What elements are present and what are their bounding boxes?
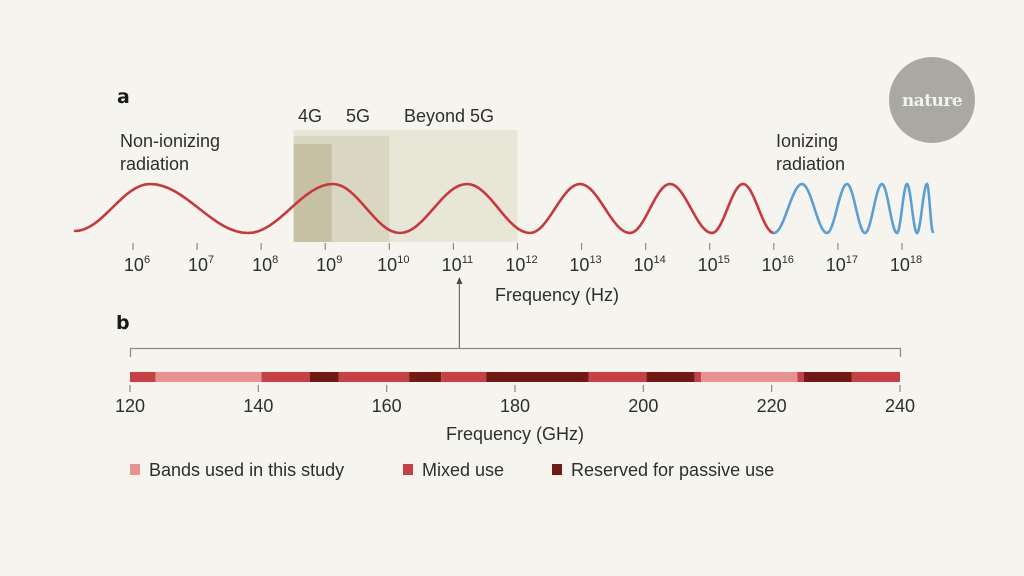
bar-segment-passive: [803, 372, 852, 382]
bar-segment-passive: [409, 372, 442, 382]
network-bands: [293, 130, 518, 242]
legend-swatch: [130, 464, 140, 475]
bar-segment-passive: [646, 372, 695, 382]
ghz-axis-title: Frequency (GHz): [446, 424, 584, 444]
ghz-tick-label: 200: [628, 396, 658, 416]
ghz-tick-label: 180: [500, 396, 530, 416]
ionizing-line2: radiation: [776, 154, 845, 174]
ionizing-line1: Ionizing: [776, 131, 838, 151]
arrowhead-icon: [456, 277, 463, 284]
logo-text: nature: [902, 91, 963, 111]
band-4g: [293, 144, 332, 242]
bar-segment-mixed: [441, 372, 487, 382]
non-ionizing-line1: Non-ionizing: [120, 131, 220, 151]
ghz-tick-label: 240: [885, 396, 915, 416]
ghz-tick-label: 140: [243, 396, 273, 416]
legend-swatch: [403, 464, 413, 475]
panel-b: b 120 140 160 180 200 220 240 Frequency (GHz) …: [115, 312, 915, 480]
hz-tick-label: 1018: [890, 254, 922, 275]
bar-segment-passive: [309, 372, 339, 382]
hz-tick-label: 1011: [442, 254, 473, 275]
non-ionizing-label: Non-ionizing radiation: [120, 131, 225, 174]
bar-segment-mixed: [130, 372, 156, 382]
logo-circle: [889, 57, 975, 143]
bar-segment-mixed: [851, 372, 900, 382]
hz-tick-label: 107: [188, 254, 214, 275]
hz-tick-label: 1010: [377, 254, 409, 275]
hz-tick-label: 108: [252, 254, 278, 275]
ionizing-wave: [772, 182, 935, 235]
bracket: [129, 347, 902, 357]
ghz-tick-label: 160: [372, 396, 402, 416]
band-label-beyond-5g: Beyond 5G: [404, 106, 494, 126]
ghz-tick-label: 220: [757, 396, 787, 416]
hz-tick-label: 1013: [569, 254, 601, 275]
zoom-connector: [129, 277, 902, 357]
hz-tick-label: 109: [316, 254, 342, 275]
hz-tick-label: 1017: [826, 254, 858, 275]
hz-axis-title: Frequency (Hz): [495, 285, 619, 305]
frequency-allocation-bar: [130, 372, 900, 382]
hz-tick-label: 106: [124, 254, 150, 275]
band-label-5g: 5G: [346, 106, 370, 126]
panel-a-letter: a: [117, 86, 130, 108]
hz-tick-label: 1012: [505, 254, 537, 275]
legend: Bands used in this study Mixed use Reserve…: [130, 460, 774, 480]
panel-a: a 4G 5G Beyond 5G Non-ionizing radiation I…: [73, 86, 935, 357]
band-label-4g: 4G: [298, 106, 322, 126]
bar-segment-mixed: [261, 372, 310, 382]
legend-item-study: Bands used in this study: [130, 460, 344, 480]
ionizing-label: Ionizing radiation: [776, 131, 845, 174]
nature-logo: nature: [889, 57, 975, 143]
hz-tick-label: 1016: [762, 254, 794, 275]
non-ionizing-wave: [73, 182, 776, 235]
legend-label: Reserved for passive use: [571, 460, 774, 480]
bar-segment-study: [701, 372, 798, 382]
bar-segment-mixed: [588, 372, 647, 382]
legend-label: Mixed use: [422, 460, 504, 480]
bar-segment-mixed: [797, 372, 804, 382]
non-ionizing-line2: radiation: [120, 154, 189, 174]
panel-b-letter: b: [116, 312, 130, 334]
hz-tick-label: 1014: [633, 254, 665, 275]
bar-segment-mixed: [694, 372, 702, 382]
ghz-axis: 120 140 160 180 200 220 240: [115, 385, 915, 416]
legend-item-passive: Reserved for passive use: [552, 460, 774, 480]
legend-swatch: [552, 464, 562, 475]
legend-label: Bands used in this study: [149, 460, 344, 480]
legend-item-mixed: Mixed use: [403, 460, 504, 480]
hz-axis: 106 107 108 109 1010 1011 1012 1013 1014 1015 1016…: [124, 243, 922, 275]
hz-tick-label: 1015: [698, 254, 730, 275]
bar-segment-mixed: [338, 372, 410, 382]
network-band-labels: 4G 5G Beyond 5G: [298, 106, 494, 126]
bar-segment-passive: [486, 372, 589, 382]
ghz-tick-label: 120: [115, 396, 145, 416]
bar-segment-study: [155, 372, 262, 382]
